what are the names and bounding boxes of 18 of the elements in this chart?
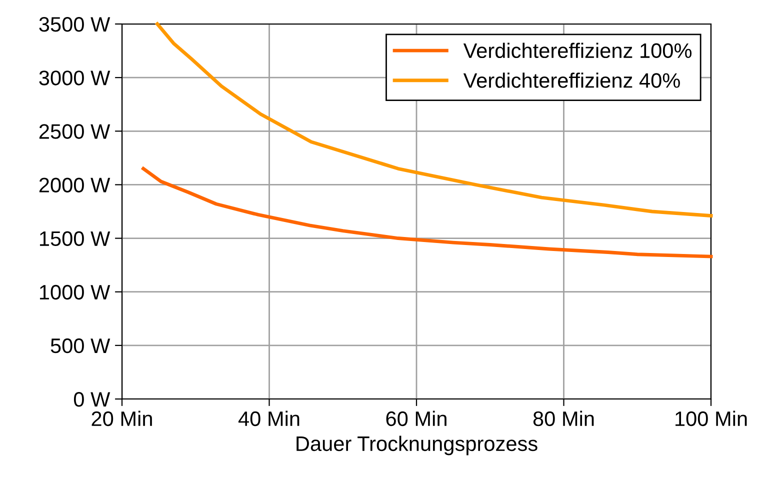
legend-label: Verdichtereffizienz 100% [463, 42, 692, 58]
x-axis-title: Dauer Trocknungsprozess [296, 436, 538, 456]
x-tick-label: 60 Min [386, 410, 446, 426]
y-tick-label: 2500 W [39, 124, 110, 139]
x-tick-label: 80 Min [533, 410, 594, 426]
x-tick-label: 40 Min [238, 410, 300, 426]
y-tick-label: 500 W [50, 338, 110, 354]
line-series [142, 166, 713, 258]
line-series [156, 22, 713, 218]
x-tick-label: 100 Min [676, 410, 747, 426]
y-tick-label: 0 W [74, 392, 110, 407]
x-tick-label: 20 Min [92, 410, 152, 426]
y-tick-label: 3500 W [39, 17, 110, 32]
y-tick-label: 1500 W [40, 231, 110, 246]
y-tick-label: 2000 W [39, 178, 110, 192]
y-tick-label: 1000 W [40, 284, 110, 300]
y-tick-label: 3000 W [39, 70, 110, 86]
legend-label: Verdichtereffizienz 40% [463, 72, 680, 88]
